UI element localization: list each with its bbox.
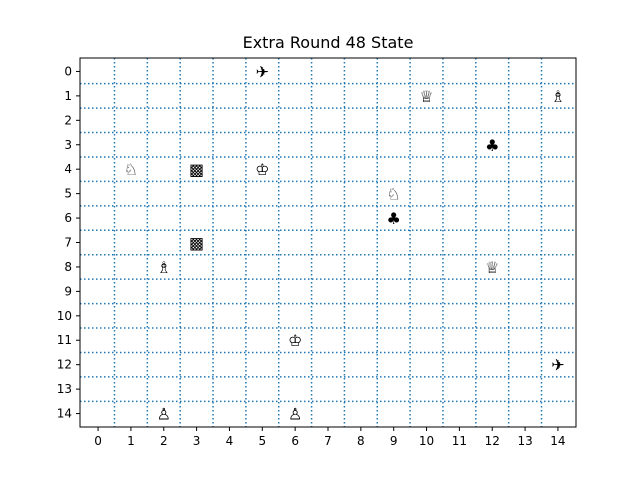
x-tick-label: 10	[419, 434, 434, 448]
y-tick-label: 6	[64, 211, 72, 225]
board-title: Extra Round 48 State	[242, 33, 414, 52]
x-tick-label: 11	[452, 434, 467, 448]
checkered-block-icon[interactable]: ▩	[189, 234, 204, 253]
y-tick-label: 3	[64, 138, 72, 152]
board-grid	[80, 58, 576, 427]
x-tick-label: 9	[390, 434, 398, 448]
y-tick-label: 9	[64, 284, 72, 298]
y-tick-label: 4	[64, 162, 72, 176]
pieces-layer: ✈ ♕ ♗ ♣ ♘ ▩ ♔ ♘ ♣ ▩ ♗ ♕ ♔ ✈ ♙ ♙	[124, 62, 565, 423]
white-knight-icon[interactable]: ♘	[387, 185, 401, 204]
y-tick-label: 0	[64, 64, 72, 78]
white-king-icon[interactable]: ♔	[288, 331, 302, 350]
airplane-icon[interactable]: ✈	[256, 62, 269, 81]
y-tick-label: 14	[57, 407, 72, 421]
y-tick-label: 2	[64, 113, 72, 127]
x-tick-label: 4	[226, 434, 234, 448]
airplane-icon[interactable]: ✈	[551, 356, 564, 375]
x-tick-label: 1	[127, 434, 135, 448]
x-tick-label: 13	[517, 434, 532, 448]
white-pawn-icon[interactable]: ♙	[157, 405, 171, 424]
x-tick-label: 0	[94, 434, 102, 448]
x-axis: 0 1 2 3 4 5 6 7 8 9 10 11 12 13 14	[94, 427, 566, 448]
white-bishop-icon[interactable]: ♗	[157, 258, 171, 277]
club-icon[interactable]: ♣	[387, 209, 401, 228]
board-frame	[79, 57, 577, 428]
club-icon[interactable]: ♣	[485, 136, 499, 155]
y-tick-label: 8	[64, 260, 72, 274]
white-king-icon[interactable]: ♔	[255, 160, 269, 179]
x-tick-label: 3	[193, 434, 201, 448]
y-tick-label: 11	[57, 333, 72, 347]
white-pawn-icon[interactable]: ♙	[288, 405, 302, 424]
y-tick-label: 13	[57, 382, 72, 396]
checkered-block-icon[interactable]: ▩	[189, 160, 204, 179]
x-tick-label: 14	[550, 434, 565, 448]
y-tick-label: 10	[57, 309, 72, 323]
y-tick-label: 12	[57, 358, 72, 372]
white-queen-icon[interactable]: ♕	[419, 87, 433, 106]
x-tick-label: 7	[324, 434, 332, 448]
x-tick-label: 12	[485, 434, 500, 448]
white-queen-icon[interactable]: ♕	[485, 258, 499, 277]
x-tick-label: 8	[357, 434, 365, 448]
y-tick-label: 7	[64, 236, 72, 250]
x-tick-label: 2	[160, 434, 168, 448]
x-tick-label: 5	[258, 434, 266, 448]
y-tick-label: 5	[64, 187, 72, 201]
white-bishop-icon[interactable]: ♗	[551, 87, 565, 106]
y-tick-label: 1	[64, 89, 72, 103]
x-tick-label: 6	[291, 434, 299, 448]
white-knight-icon[interactable]: ♘	[124, 160, 138, 179]
